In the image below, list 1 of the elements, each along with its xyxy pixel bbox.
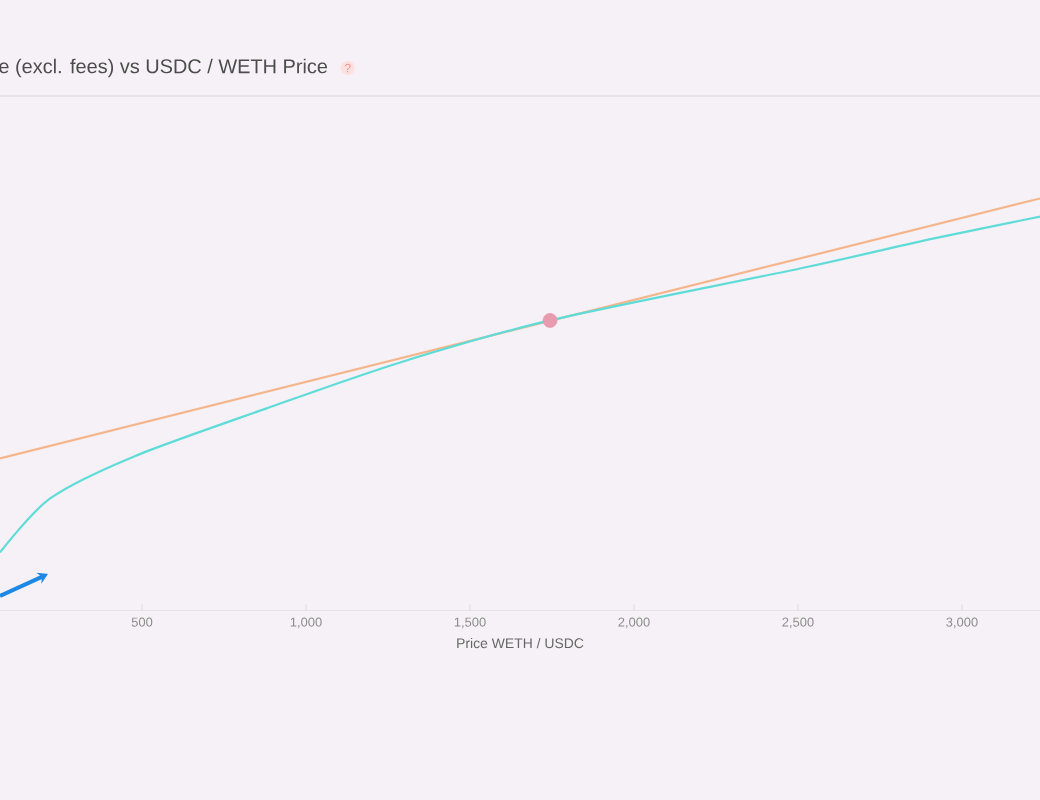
chart-title: e (excl. fees) vs USDC / WETH Price	[0, 58, 328, 78]
